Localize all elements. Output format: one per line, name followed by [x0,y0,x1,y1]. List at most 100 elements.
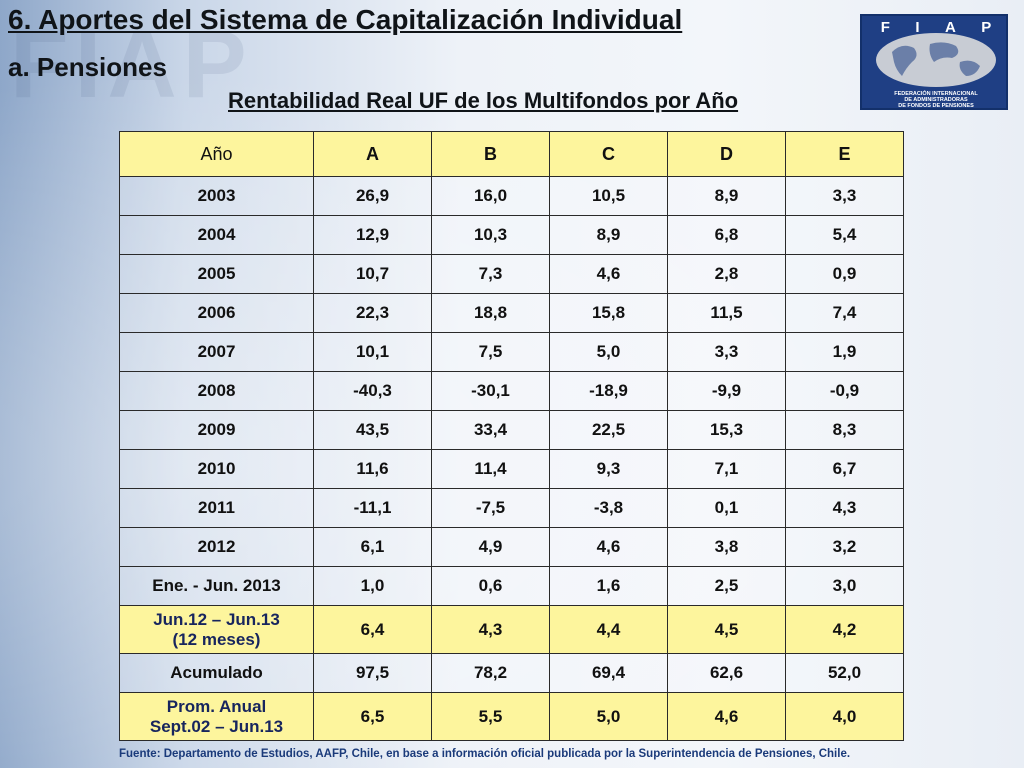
row-label-line: Jun.12 – Jun.13 [153,609,280,629]
table-row: 2009 43,5 33,4 22,5 15,3 8,3 [119,410,904,450]
value-cell: 1,6 [549,566,668,606]
logo-letters: F I A P [868,19,1004,36]
row-label: Acumulado [119,653,314,693]
table-header: Año A B C D E [119,131,904,177]
table-row: 2011 -11,1 -7,5 -3,8 0,1 4,3 [119,488,904,528]
table-row: 2008 -40,3 -30,1 -18,9 -9,9 -0,9 [119,371,904,411]
value-cell: 4,4 [549,605,668,654]
logo-letter: P [981,19,992,36]
section-subtitle: a. Pensiones [8,52,167,82]
table-row: 2006 22,3 18,8 15,8 11,5 7,4 [119,293,904,333]
value-cell: 11,4 [431,449,550,489]
value-cell: 1,9 [785,332,904,372]
table-row: 2003 26,9 16,0 10,5 8,9 3,3 [119,176,904,216]
value-cell: 3,0 [785,566,904,606]
returns-table: Año A B C D E 2003 26,9 16,0 10,5 8,9 3,3 2004… [119,131,904,741]
row-label-line: 2009 [197,420,236,439]
column-header-e: E [785,131,904,177]
column-header-d: D [667,131,786,177]
value-cell: 5,0 [549,332,668,372]
value-cell: 69,4 [549,653,668,693]
value-cell: 6,1 [313,527,432,567]
row-label: 2007 [119,332,314,372]
value-cell: 4,3 [785,488,904,528]
row-label: 2008 [119,371,314,411]
slide-title: 6. Aportes del Sistema de Capitalización… [8,4,683,35]
value-cell: -9,9 [667,371,786,411]
value-cell: 26,9 [313,176,432,216]
column-header-c: C [549,131,668,177]
table-row: Acumulado 97,5 78,2 69,4 62,6 52,0 [119,653,904,693]
row-label-line: Sept.02 – Jun.13 [149,716,284,736]
row-label-line: 2008 [197,381,236,400]
value-cell: 4,5 [667,605,786,654]
value-cell: 7,1 [667,449,786,489]
row-label: Jun.12 – Jun.13 (12 meses) [119,605,314,654]
value-cell: 4,2 [785,605,904,654]
value-cell: 3,3 [667,332,786,372]
value-cell: 7,4 [785,293,904,333]
value-cell: -3,8 [549,488,668,528]
value-cell: 3,2 [785,527,904,567]
value-cell: 2,5 [667,566,786,606]
value-cell: 4,6 [549,527,668,567]
table-row: 2010 11,6 11,4 9,3 7,1 6,7 [119,449,904,489]
value-cell: 62,6 [667,653,786,693]
row-label: 2012 [119,527,314,567]
value-cell: 0,6 [431,566,550,606]
row-label: 2005 [119,254,314,294]
value-cell: 6,4 [313,605,432,654]
row-label-line: 2007 [197,342,236,361]
value-cell: 5,4 [785,215,904,255]
table-row: Jun.12 – Jun.13 (12 meses) 6,4 4,3 4,4 4,5 4,2 [119,605,904,654]
logo-caption: FEDERACIÓN INTERNACIONAL DE ADMINISTRADO… [866,91,1006,109]
table-row: 2012 6,1 4,9 4,6 3,8 3,2 [119,527,904,567]
globe-icon [876,33,996,87]
value-cell: 11,5 [667,293,786,333]
value-cell: 4,0 [785,692,904,741]
value-cell: 15,8 [549,293,668,333]
row-label-line: (12 meses) [172,629,261,649]
row-label: Prom. Anual Sept.02 – Jun.13 [119,692,314,741]
logo-caption-line: DE ADMINISTRADORAS [904,97,968,103]
value-cell: 10,1 [313,332,432,372]
value-cell: -40,3 [313,371,432,411]
value-cell: -0,9 [785,371,904,411]
row-label: 2004 [119,215,314,255]
column-header-year: Año [119,131,314,177]
row-label: 2003 [119,176,314,216]
value-cell: 33,4 [431,410,550,450]
table-row: Ene. - Jun. 2013 1,0 0,6 1,6 2,5 3,0 [119,566,904,606]
value-cell: 22,5 [549,410,668,450]
value-cell: 7,3 [431,254,550,294]
value-cell: 2,8 [667,254,786,294]
table-body: 2003 26,9 16,0 10,5 8,9 3,3 2004 12,9 10,3 8,9 6,8… [119,176,904,741]
value-cell: 8,9 [667,176,786,216]
row-label-line: 2012 [197,537,236,556]
column-header-b: B [431,131,550,177]
value-cell: 18,8 [431,293,550,333]
value-cell: 15,3 [667,410,786,450]
table-row: 2005 10,7 7,3 4,6 2,8 0,9 [119,254,904,294]
value-cell: -11,1 [313,488,432,528]
value-cell: 43,5 [313,410,432,450]
row-label-line: Ene. - Jun. 2013 [152,576,281,595]
background-watermark: FIAP [10,11,253,118]
row-label-line: Acumulado [170,663,263,682]
row-label-line: 2011 [198,498,235,517]
logo-letter: F [880,19,890,36]
value-cell: 10,7 [313,254,432,294]
value-cell: 6,8 [667,215,786,255]
value-cell: -7,5 [431,488,550,528]
row-label: 2006 [119,293,314,333]
row-label-line: 2004 [197,225,236,244]
value-cell: 5,0 [549,692,668,741]
row-label-line: Prom. Anual [166,696,267,716]
row-label-line: 2006 [197,303,236,322]
value-cell: 4,6 [667,692,786,741]
value-cell: 97,5 [313,653,432,693]
value-cell: 4,6 [549,254,668,294]
value-cell: 9,3 [549,449,668,489]
value-cell: 0,1 [667,488,786,528]
logo-letter: A [944,19,956,36]
